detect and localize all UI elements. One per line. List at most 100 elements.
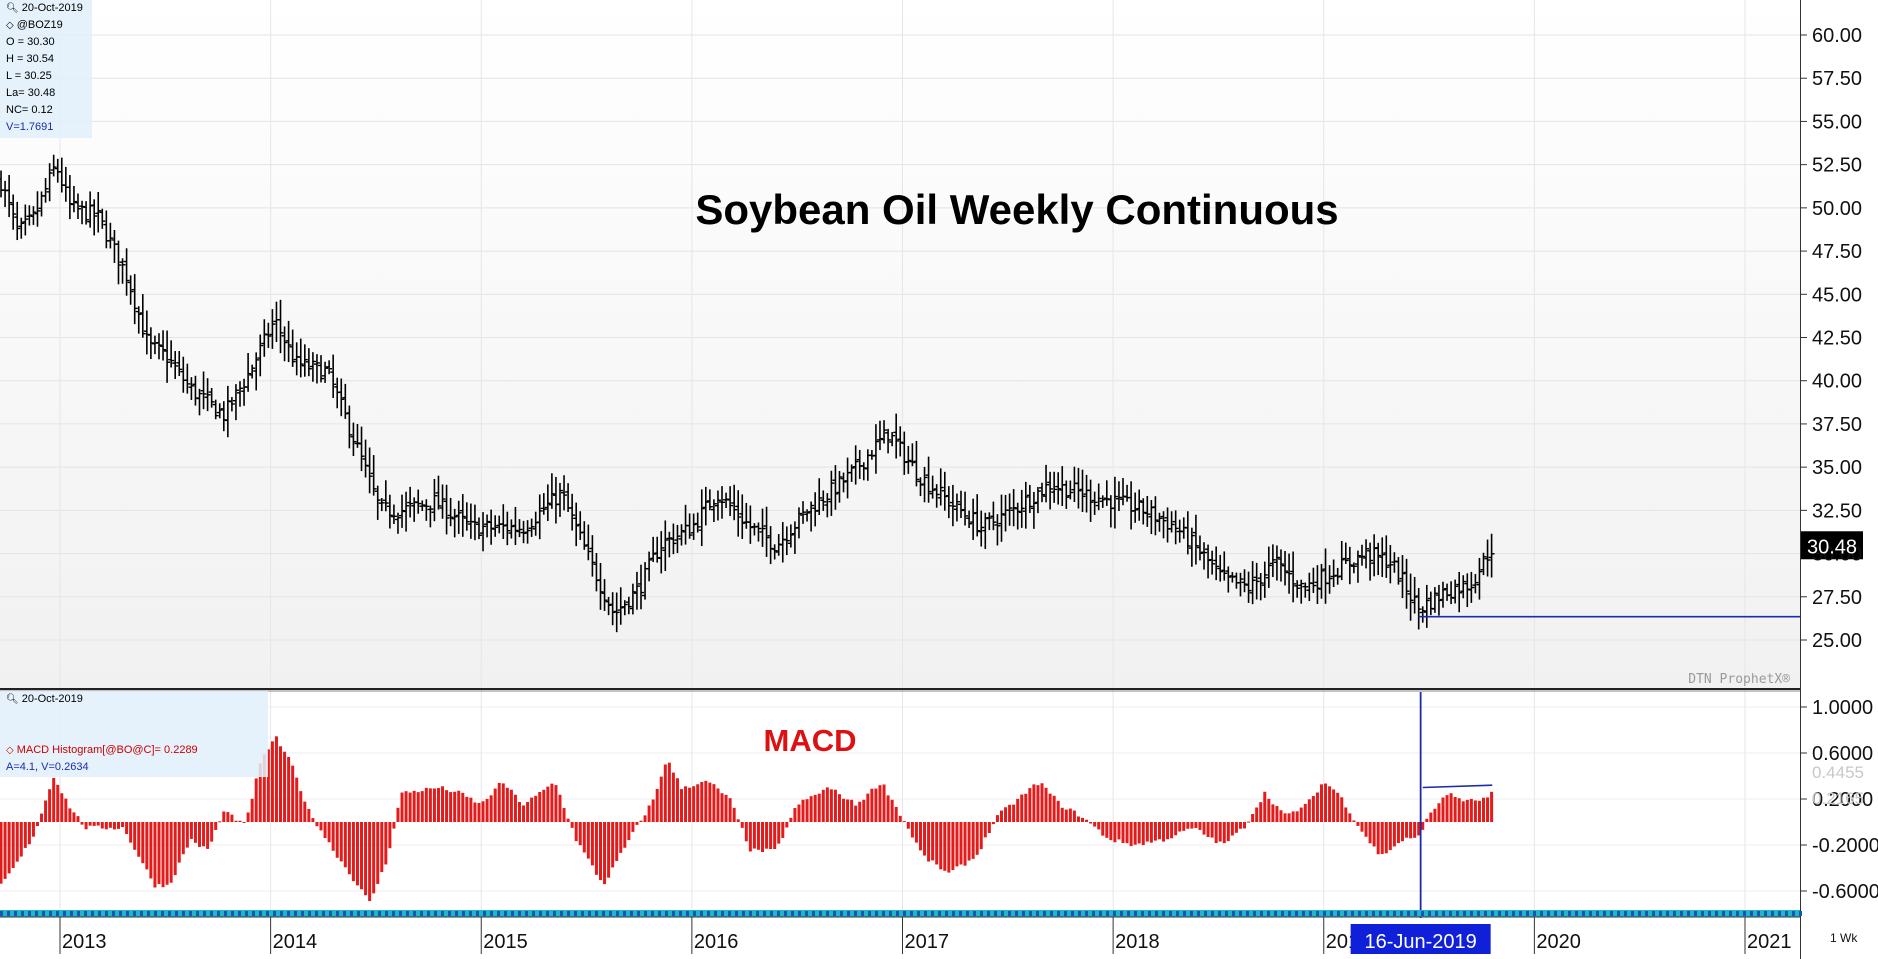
price-bar <box>423 499 430 521</box>
date-strip-tick <box>581 911 584 916</box>
macd-histogram-bar <box>80 822 84 825</box>
y-tick-label: 42.50 <box>1812 328 1862 350</box>
macd-histogram-bar <box>477 802 481 822</box>
date-strip-tick <box>378 911 381 916</box>
price-bar <box>694 512 701 533</box>
price-bar <box>945 486 952 519</box>
macd-histogram-bar <box>339 822 343 862</box>
price-bar <box>269 309 276 349</box>
macd-histogram-bar <box>1190 822 1194 829</box>
macd-histogram-bar <box>1328 786 1332 822</box>
date-strip-tick <box>231 911 234 916</box>
price-bar <box>1188 527 1195 567</box>
faded-row <box>6 708 268 725</box>
date-strip-tick <box>546 911 549 916</box>
price-bar <box>1294 580 1301 598</box>
macd-histogram-bar <box>1105 822 1109 838</box>
magnifier-icon[interactable]: 🔍︎ <box>6 694 19 705</box>
price-bar <box>1371 534 1378 577</box>
price-bar <box>135 306 142 334</box>
macd-histogram-bar <box>408 792 412 822</box>
macd-histogram-bar <box>878 785 882 822</box>
price-bar <box>1480 552 1487 576</box>
price-bar <box>184 363 191 394</box>
macd-histogram-bar <box>64 798 68 822</box>
price-bar <box>237 381 244 407</box>
date-strip-tick <box>735 911 738 916</box>
last-value: La= 30.48 <box>6 87 56 99</box>
price-bar <box>1290 551 1297 603</box>
y-tick-label: 40.00 <box>1812 371 1862 393</box>
price-bar <box>727 486 734 517</box>
macd-histogram-bar <box>287 757 291 822</box>
y-tick-label: 1.0000 <box>1812 697 1873 719</box>
macd-histogram-bar <box>837 794 841 822</box>
magnifier-icon[interactable]: 🔍︎ <box>6 3 19 14</box>
price-bar <box>1225 566 1232 593</box>
macd-histogram-bar <box>48 789 52 822</box>
macd-histogram-bar <box>659 776 663 822</box>
date-strip-tick <box>154 911 157 916</box>
macd-histogram-bar <box>246 812 250 822</box>
price-bar <box>6 175 13 218</box>
macd-histogram-bar <box>1210 822 1214 838</box>
price-bar <box>1217 554 1224 582</box>
y-tick-label: -0.6000 <box>1812 881 1878 903</box>
macd-histogram-bar <box>1372 822 1376 847</box>
macd-histogram-bar <box>971 822 975 859</box>
macd-histogram-bar <box>586 822 590 859</box>
macd-histogram-bar <box>987 822 991 834</box>
date-strip-tick <box>945 911 948 916</box>
date-strip-tick <box>644 911 647 916</box>
price-bar <box>1213 546 1220 581</box>
macd-histogram-bar <box>1356 822 1360 826</box>
price-bar <box>1403 558 1410 609</box>
price-bar <box>1399 555 1406 599</box>
price-bar <box>1209 550 1216 575</box>
macd-histogram-bar <box>400 792 404 822</box>
date-strip-tick <box>56 911 59 916</box>
macd-histogram-bar <box>999 810 1003 822</box>
price-bar <box>860 462 867 481</box>
macd-histogram-bar <box>416 792 420 822</box>
price-bar <box>808 501 815 532</box>
symbol: @BOZ19 <box>16 19 63 31</box>
date-strip-tick <box>798 911 801 916</box>
macd-histogram-bar <box>1052 795 1056 822</box>
macd-histogram-bar <box>607 822 611 878</box>
macd-histogram-bar <box>886 795 890 822</box>
date-strip-tick <box>1442 911 1445 916</box>
macd-histogram-bar <box>218 821 222 823</box>
y-tick-label: 27.50 <box>1812 587 1862 609</box>
macd-histogram-bar <box>1259 802 1263 822</box>
price-bar <box>127 275 134 305</box>
price-bar <box>949 484 956 527</box>
macd-histogram-bar <box>623 822 627 848</box>
price-bar <box>804 509 811 522</box>
macd-histogram-bar <box>1247 821 1251 823</box>
macd-histogram-bar <box>1170 822 1174 839</box>
price-bar <box>617 587 624 625</box>
price-bar <box>1144 496 1151 527</box>
price-bar <box>265 322 272 349</box>
macd-histogram-bar <box>1012 804 1016 822</box>
price-bar <box>147 327 154 360</box>
price-bar <box>390 504 397 524</box>
macd-histogram-bar <box>449 792 453 822</box>
price-bar <box>46 163 53 202</box>
date-strip-tick <box>1771 911 1774 916</box>
x-tick-label: 2018 <box>1115 931 1160 953</box>
price-bar <box>556 482 563 517</box>
macd-histogram-bar <box>931 822 935 861</box>
macd-histogram-bar <box>1429 812 1433 822</box>
date-strip-tick <box>1379 911 1382 916</box>
date-strip-tick <box>0 911 3 916</box>
price-bar <box>232 384 239 421</box>
date-strip-tick <box>917 911 920 916</box>
date-strip-tick <box>875 911 878 916</box>
macd-histogram-bar <box>1125 822 1129 844</box>
price-bar <box>1277 549 1284 582</box>
macd-histogram-bar <box>343 822 347 868</box>
date-strip-tick <box>1743 911 1746 916</box>
